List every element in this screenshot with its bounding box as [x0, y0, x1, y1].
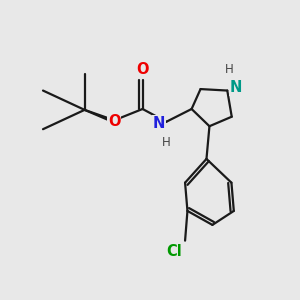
Text: O: O: [108, 114, 121, 129]
Text: Cl: Cl: [166, 244, 182, 259]
Text: O: O: [136, 62, 149, 77]
Text: N: N: [152, 116, 165, 131]
Text: H: H: [162, 136, 171, 149]
Text: H: H: [225, 63, 234, 76]
Text: N: N: [230, 80, 242, 95]
